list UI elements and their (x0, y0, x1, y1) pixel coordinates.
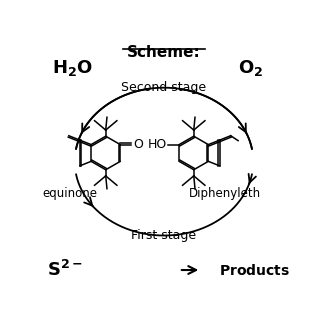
Text: equinone: equinone (43, 187, 98, 200)
Text: First stage: First stage (132, 229, 196, 242)
Text: $\mathbf{Products}$: $\mathbf{Products}$ (219, 262, 289, 277)
Text: $\mathbf{S^{2-}}$: $\mathbf{S^{2-}}$ (47, 260, 83, 280)
Text: O: O (133, 138, 143, 151)
Text: Second stage: Second stage (121, 81, 207, 94)
Text: $\mathbf{O_2}$: $\mathbf{O_2}$ (238, 58, 263, 78)
Text: Diphenyleth: Diphenyleth (189, 187, 261, 200)
Text: HO: HO (147, 138, 166, 151)
Text: $\mathbf{H_2O}$: $\mathbf{H_2O}$ (52, 58, 93, 78)
Text: Scheme:: Scheme: (127, 44, 201, 60)
